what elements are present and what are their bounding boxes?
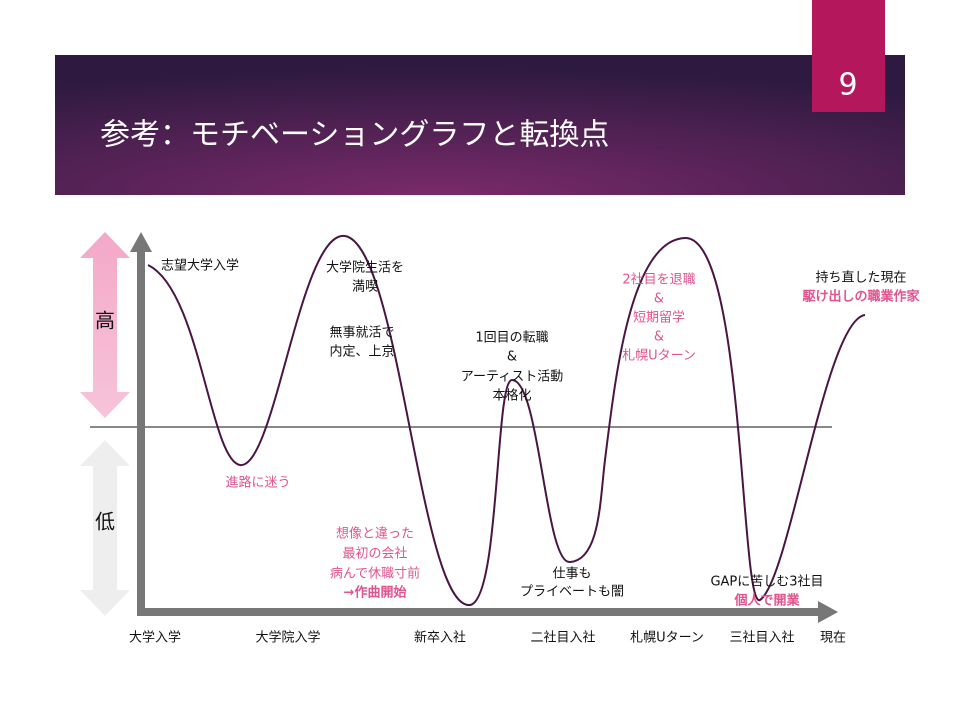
- page-number: 9: [838, 68, 857, 103]
- annotation: 志望大学入学: [161, 258, 239, 274]
- y-label: 低: [95, 510, 115, 534]
- annotation: 大学院生活を: [326, 260, 404, 276]
- annotation: 満喫: [352, 280, 378, 295]
- x-label: 現在: [820, 631, 846, 646]
- motivation-curve: [147, 234, 866, 607]
- annotation: →作曲開始: [344, 585, 407, 601]
- annotation: 最初の会社: [342, 546, 407, 562]
- annotation: &: [654, 330, 664, 345]
- annotation: 2社目を退職: [622, 272, 695, 288]
- low-arrow: [80, 440, 130, 616]
- annotation: 進路に迷う: [225, 475, 290, 491]
- high-arrow: [80, 232, 130, 418]
- x-label: 三社目入社: [729, 630, 794, 646]
- title: 参考：モチベーショングラフと転換点: [100, 118, 609, 153]
- annotations: 志望大学入学 大学院生活を 満喫 無事就活で 内定、上京 進路に迷う 想像と違っ…: [161, 258, 921, 609]
- annotation: 札幌Uターン: [622, 348, 696, 364]
- y-label: 高: [95, 309, 115, 333]
- annotation: 本格化: [492, 388, 531, 404]
- x-labels: 大学入学 大学院入学 新卒入社 二社目入社 札幌Uターン 三社目入社 現在: [129, 630, 846, 646]
- x-label: 札幌Uターン: [630, 630, 704, 646]
- annotation: 個人で開業: [733, 593, 800, 609]
- annotation: 病んで休職寸前: [330, 566, 420, 582]
- title-banner: [55, 55, 905, 195]
- annotation: 想像と違った: [336, 526, 414, 542]
- annotation: &: [507, 350, 517, 365]
- x-axis-head: [818, 601, 838, 623]
- annotation: 持ち直した現在: [815, 271, 906, 286]
- annotation: 内定、上京: [329, 344, 394, 360]
- x-label: 大学院入学: [255, 630, 320, 646]
- annotation: 駆け出しの職業作家: [802, 289, 920, 305]
- x-label: 二社目入社: [530, 630, 595, 646]
- annotation: 1回目の転職: [475, 331, 548, 346]
- annotation: 仕事も: [552, 567, 591, 582]
- annotation: 無事就活で: [329, 326, 394, 341]
- page-badge: [812, 0, 885, 112]
- annotation: 短期留学: [633, 310, 685, 326]
- annotation: GAPに苦しむ3社目: [710, 574, 823, 590]
- annotation: &: [654, 292, 664, 307]
- x-label: 新卒入社: [414, 630, 466, 646]
- annotation: アーティスト活動: [461, 370, 563, 385]
- y-axis-head: [130, 232, 152, 252]
- x-label: 大学入学: [129, 630, 181, 646]
- annotation: プライベートも闇: [520, 585, 624, 600]
